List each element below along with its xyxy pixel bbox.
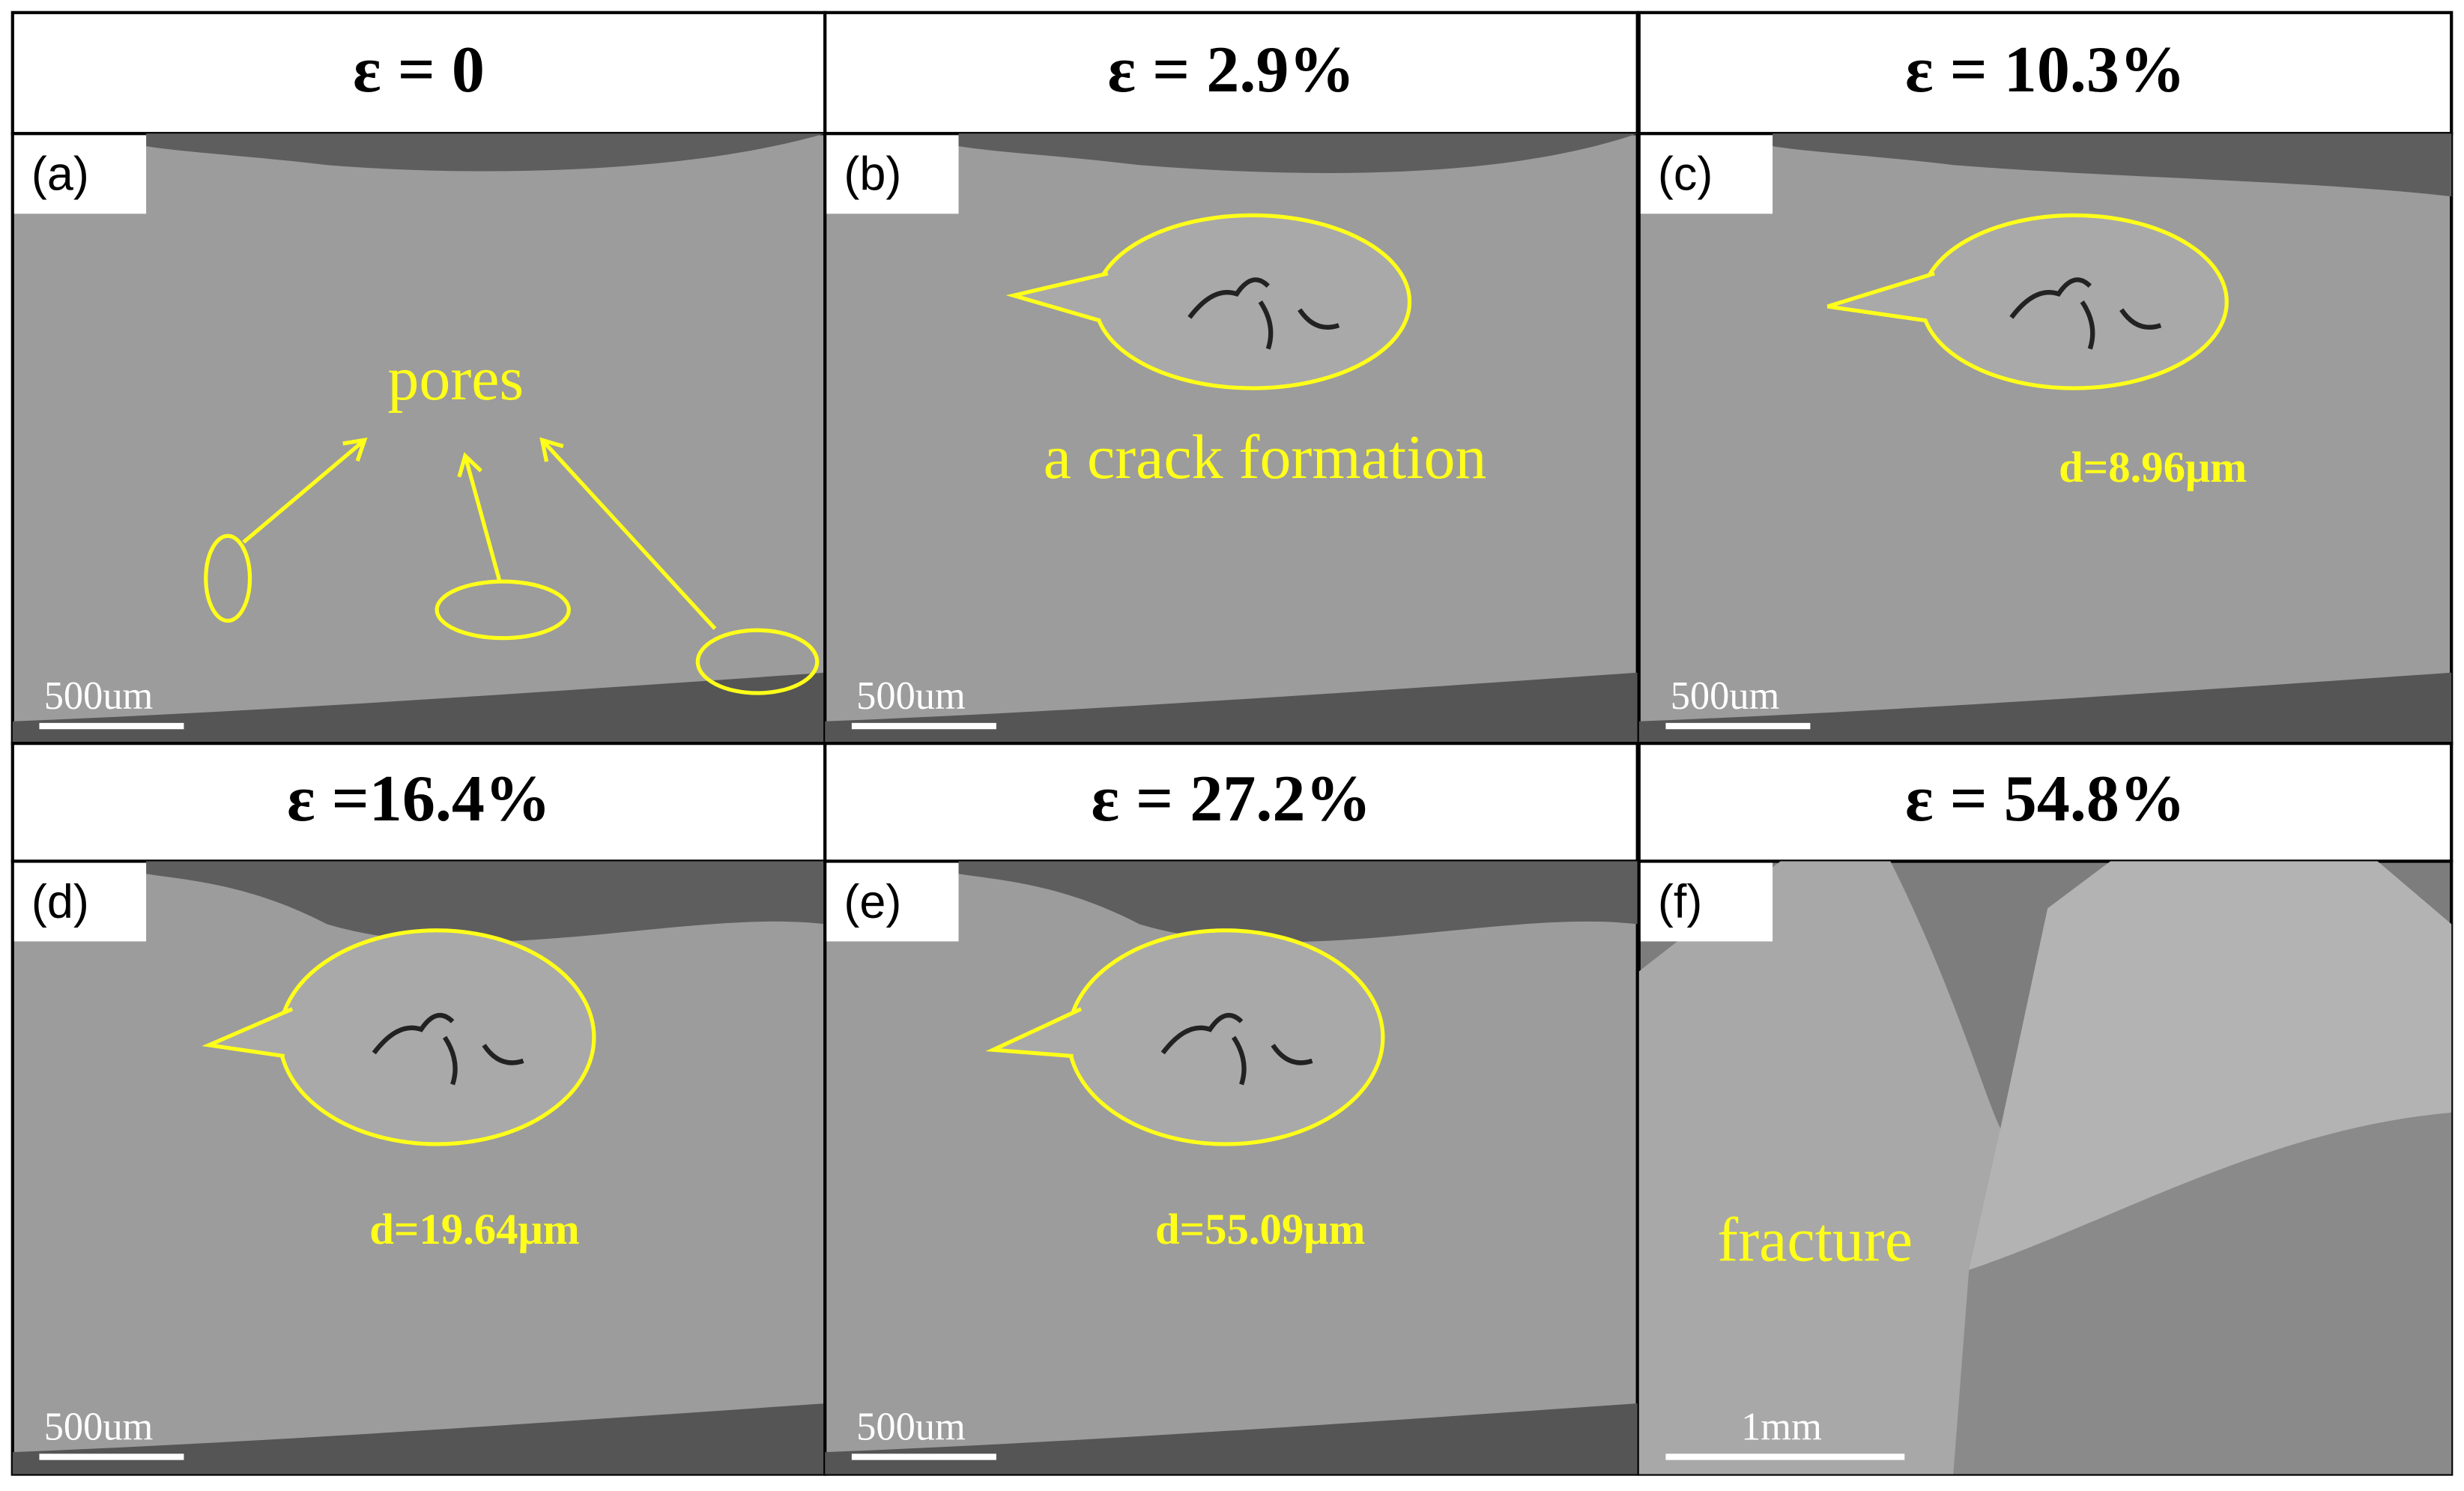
pore-circle (435, 579, 571, 641)
zoom-bubble (1919, 213, 2229, 390)
void-bottom (825, 1403, 1638, 1475)
crack (2009, 277, 2162, 350)
micrograph: (a) 500um pores (10, 132, 827, 746)
panel-label: (d) (31, 876, 89, 928)
crack (372, 1012, 524, 1086)
arrow-head (457, 452, 482, 478)
void-top (958, 133, 1638, 173)
zoom-bubble (1066, 928, 1385, 1146)
label-box (826, 862, 959, 942)
scale-label: 500um (44, 674, 154, 718)
label-box (13, 862, 147, 942)
annotation: pores (387, 344, 524, 414)
panel-label: (e) (844, 876, 901, 928)
crack (1160, 1012, 1313, 1086)
label-box (826, 135, 959, 214)
annotation: fracture (1717, 1206, 1913, 1275)
bubble-tail (202, 1007, 294, 1059)
arrow (242, 438, 366, 544)
annotation: d=19.64μm (369, 1205, 579, 1253)
panel-header: ε = 10.3% (1905, 34, 2185, 106)
arrow (463, 455, 502, 582)
scale-label: 500um (856, 1405, 966, 1448)
annotation: d=55.09μm (1155, 1205, 1365, 1253)
header-cell (10, 10, 827, 136)
pore-circle (204, 533, 252, 623)
panel-label: (b) (844, 148, 901, 201)
panel-label: (a) (31, 148, 89, 201)
micrograph: (e) 500um d=55.09μm (823, 859, 1639, 1476)
void-top (1773, 133, 2452, 197)
annotation: d=8.96μm (2059, 443, 2247, 492)
void-bottom (12, 1403, 826, 1475)
panel-header: ε = 0 (353, 34, 485, 106)
scale-label: 500um (44, 1405, 154, 1448)
fractured-half (1969, 861, 2452, 1270)
panel-label: (f) (1658, 876, 1702, 928)
arrow-head (539, 437, 564, 462)
header-cell (1637, 10, 2454, 136)
zoom-bubble (1093, 213, 1412, 390)
void-top (958, 861, 1638, 943)
fractured-block (1953, 1113, 2452, 1475)
micrograph: (c) 500um d=8.96μm (1637, 132, 2454, 746)
arrow-head (342, 438, 368, 462)
scale-label: 500um (1671, 674, 1780, 718)
sample-surface (10, 132, 827, 746)
panel-header: ε = 54.8% (1905, 763, 2185, 835)
bubble-tail (1826, 271, 1935, 323)
zoom-bubble (277, 928, 596, 1146)
pore-circle (695, 628, 820, 695)
void-bottom (12, 672, 826, 744)
header-cell (823, 10, 1639, 136)
arrow (540, 438, 717, 630)
micrograph: (d) 500um d=19.64μm (10, 859, 827, 1476)
void-top (146, 861, 826, 943)
void-bottom (1638, 672, 2452, 744)
void-top (146, 133, 826, 172)
panel-header: ε =16.4% (287, 763, 551, 835)
scale-label: 500um (856, 674, 966, 718)
label-box (1640, 862, 1773, 942)
panel-label: (c) (1658, 148, 1713, 201)
annotation: a crack formation (1044, 423, 1487, 492)
header-cell (1637, 742, 2454, 863)
panel-header: ε = 27.2% (1091, 763, 1371, 835)
crack (1187, 277, 1340, 350)
scale-label: 1mm (1741, 1405, 1822, 1448)
label-box (13, 135, 147, 214)
bubble-tail (985, 1007, 1083, 1059)
header-cell (10, 742, 827, 863)
bubble-tail (1005, 271, 1109, 323)
fractured-half (1638, 861, 2001, 1475)
micrograph: (b) 500um a crack formation (823, 132, 1639, 746)
panel-header: ε = 2.9% (1107, 34, 1354, 106)
void-bottom (825, 672, 1638, 744)
label-box (1640, 135, 1773, 214)
micrograph: (f) 1mm fracture (1637, 859, 2454, 1476)
